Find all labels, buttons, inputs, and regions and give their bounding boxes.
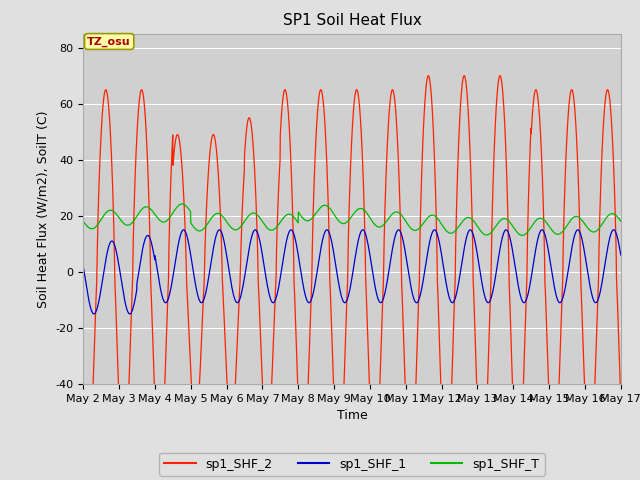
sp1_SHF_T bbox=[327, 206, 335, 212]
sp1_SHF_2 bbox=[326, 289, 334, 295]
sp1_SHF_1 bbox=[107, 239, 115, 244]
Line: sp1_SHF_1: sp1_SHF_1 bbox=[83, 230, 621, 314]
sp1_SHF_2 bbox=[617, 398, 625, 404]
sp1_SHF_2 bbox=[602, 94, 609, 99]
sp1_SHF_1 bbox=[617, 252, 625, 258]
sp1_SHF_1 bbox=[79, 264, 87, 269]
Line: sp1_SHF_2: sp1_SHF_2 bbox=[83, 76, 621, 480]
sp1_SHF_T bbox=[617, 218, 625, 224]
sp1_SHF_2 bbox=[496, 73, 504, 79]
sp1_SHF_1 bbox=[431, 227, 438, 233]
sp1_SHF_T bbox=[79, 218, 87, 224]
sp1_SHF_T bbox=[341, 220, 349, 226]
sp1_SHF_2 bbox=[79, 398, 87, 404]
sp1_SHF_1 bbox=[341, 300, 349, 306]
sp1_SHF_2 bbox=[602, 96, 609, 101]
Legend: sp1_SHF_2, sp1_SHF_1, sp1_SHF_T: sp1_SHF_2, sp1_SHF_1, sp1_SHF_T bbox=[159, 453, 545, 476]
X-axis label: Time: Time bbox=[337, 409, 367, 422]
sp1_SHF_T bbox=[107, 207, 115, 213]
sp1_SHF_T bbox=[602, 216, 609, 222]
sp1_SHF_2 bbox=[340, 364, 348, 370]
sp1_SHF_1 bbox=[602, 257, 609, 263]
sp1_SHF_2 bbox=[503, 182, 511, 188]
sp1_SHF_T bbox=[178, 201, 186, 207]
sp1_SHF_1 bbox=[90, 311, 98, 317]
sp1_SHF_1 bbox=[503, 228, 511, 233]
sp1_SHF_2 bbox=[107, 135, 115, 141]
Title: SP1 Soil Heat Flux: SP1 Soil Heat Flux bbox=[283, 13, 421, 28]
Text: TZ_osu: TZ_osu bbox=[88, 36, 131, 47]
sp1_SHF_T bbox=[602, 216, 609, 221]
sp1_SHF_T bbox=[503, 216, 511, 222]
sp1_SHF_T bbox=[518, 232, 526, 238]
Y-axis label: Soil Heat Flux (W/m2), SoilT (C): Soil Heat Flux (W/m2), SoilT (C) bbox=[36, 110, 50, 308]
Line: sp1_SHF_T: sp1_SHF_T bbox=[83, 204, 621, 235]
sp1_SHF_1 bbox=[327, 234, 335, 240]
sp1_SHF_1 bbox=[602, 258, 609, 264]
